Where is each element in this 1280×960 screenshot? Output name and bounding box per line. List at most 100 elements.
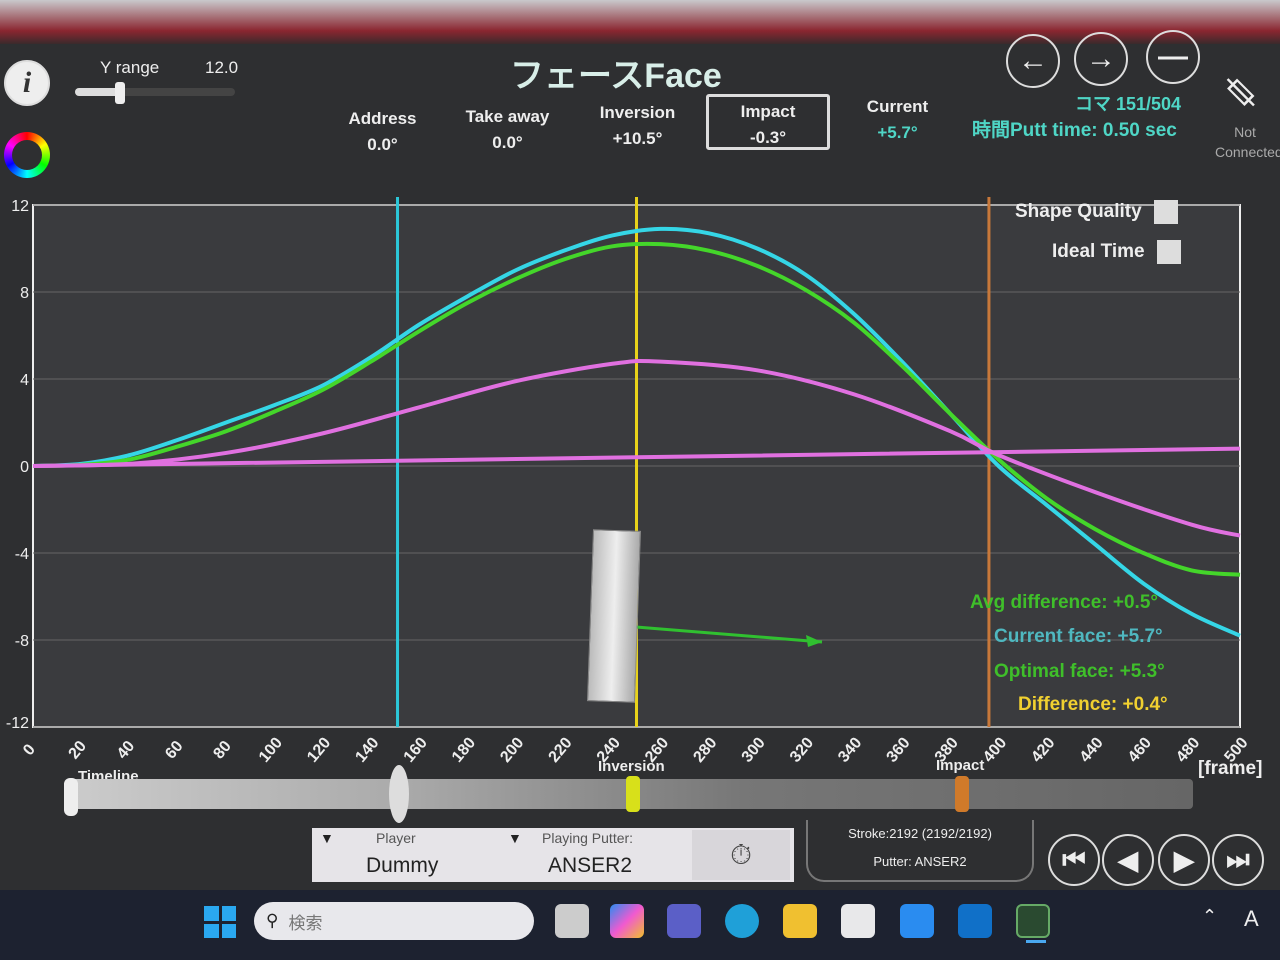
tray-chevron-icon[interactable]: ⌃ bbox=[1202, 906, 1218, 926]
task-view-icon[interactable] bbox=[555, 904, 589, 938]
stroke-count: Stroke:2192 (2192/2192) bbox=[848, 826, 992, 841]
prev-frame-button[interactable]: ◀ bbox=[1102, 834, 1154, 886]
avg-difference: Avg difference: +0.5° bbox=[970, 592, 1158, 613]
search-icon: ⚲ bbox=[266, 911, 279, 930]
x-tick-label: 60 bbox=[162, 738, 187, 763]
dropdown-arrow-icon: ▼ bbox=[508, 830, 522, 846]
app-icon[interactable] bbox=[1016, 904, 1050, 938]
stat-label: Address bbox=[348, 109, 417, 128]
y-tick-label: 4 bbox=[20, 372, 29, 389]
input-language[interactable]: A bbox=[1244, 906, 1259, 931]
edge-icon[interactable] bbox=[725, 904, 759, 938]
stat-value: +5.7° bbox=[877, 123, 918, 142]
putter-info: Putter: ANSER2 bbox=[873, 854, 967, 869]
teams-icon[interactable] bbox=[667, 904, 701, 938]
x-tick-label: 180 bbox=[449, 734, 479, 765]
difference: Difference: +0.4° bbox=[1018, 694, 1168, 715]
toggle-label: Shape Quality bbox=[1015, 201, 1142, 222]
y-range-value: 12.0 bbox=[205, 58, 239, 77]
x-tick-label: 20 bbox=[66, 738, 91, 763]
arrow-head bbox=[806, 635, 822, 647]
outlook-icon[interactable] bbox=[958, 904, 992, 938]
putter-dropdown[interactable]: ▼ Playing Putter: ANSER2 bbox=[508, 830, 688, 880]
x-tick-label: 420 bbox=[1028, 734, 1058, 765]
store-icon[interactable] bbox=[841, 904, 875, 938]
back-arrow-button[interactable]: ← bbox=[1006, 34, 1060, 88]
active-app-indicator bbox=[1026, 940, 1046, 943]
x-tick-label: 400 bbox=[980, 734, 1010, 765]
player-dropdown[interactable]: ▼ Player Dummy bbox=[320, 830, 520, 880]
putter-label: Playing Putter: bbox=[542, 830, 634, 846]
player-value: Dummy bbox=[366, 854, 439, 877]
series-line bbox=[32, 446, 1241, 468]
last-frame-button[interactable]: ⏭ bbox=[1212, 834, 1264, 886]
stat-impact-button[interactable]: Impact -0.3° bbox=[706, 94, 830, 150]
copilot-icon[interactable] bbox=[610, 904, 644, 938]
stat-value: +10.5° bbox=[612, 129, 663, 148]
series-line bbox=[32, 226, 1241, 638]
timeline-inversion-marker[interactable] bbox=[626, 776, 640, 812]
checkbox[interactable] bbox=[1156, 240, 1181, 264]
direction-arrow bbox=[635, 625, 823, 644]
stat-address: Address 0.0° bbox=[340, 106, 425, 158]
putt-time: 時間Putt time: 0.50 sec bbox=[972, 120, 1177, 141]
connection-status: Not Connected bbox=[1215, 124, 1280, 160]
x-axis-label: [frame] bbox=[1198, 758, 1263, 779]
color-wheel-icon[interactable] bbox=[4, 132, 50, 178]
y-range-label: Y range bbox=[100, 58, 160, 77]
shape-quality-toggle[interactable]: Shape Quality bbox=[1015, 200, 1178, 224]
x-tick-label: 460 bbox=[1125, 734, 1155, 765]
current-face: Current face: +5.7° bbox=[994, 626, 1163, 647]
ideal-time-toggle[interactable]: Ideal Time bbox=[1052, 240, 1181, 264]
stat-label: Inversion bbox=[599, 103, 676, 122]
y-tick-label: -4 bbox=[15, 546, 29, 563]
timeline-inversion-label: Inversion bbox=[598, 758, 665, 775]
series-line bbox=[32, 241, 1241, 577]
x-tick-label: 0 bbox=[20, 741, 39, 759]
timeline-current-handle[interactable] bbox=[389, 765, 409, 823]
x-tick-label: 320 bbox=[787, 734, 817, 765]
window-top-bar bbox=[0, 0, 1280, 44]
stat-value: 0.0° bbox=[492, 133, 523, 152]
plug-icon[interactable]: ⏛ bbox=[1209, 64, 1269, 124]
first-frame-button[interactable]: ⏮ bbox=[1048, 834, 1100, 886]
timeline-start-handle[interactable] bbox=[64, 778, 78, 816]
timeline-impact-label: Impact bbox=[936, 757, 985, 774]
y-tick-label: 0 bbox=[20, 459, 29, 476]
start-icon[interactable] bbox=[204, 906, 236, 938]
minimize-button[interactable]: — bbox=[1146, 30, 1200, 84]
stat-take-away: Take away 0.0° bbox=[455, 104, 560, 156]
player-putter-panel: ▼ Player Dummy ▼ Playing Putter: ANSER2 … bbox=[312, 828, 794, 882]
y-tick-label: 12 bbox=[11, 198, 29, 215]
page-title: フェースFace bbox=[510, 57, 722, 95]
x-tick-label: 440 bbox=[1077, 734, 1107, 765]
x-tick-label: 200 bbox=[497, 734, 527, 765]
x-tick-label: 280 bbox=[690, 734, 720, 765]
y-range-slider[interactable] bbox=[75, 82, 235, 104]
timeline-impact-marker[interactable] bbox=[955, 776, 969, 812]
toggle-label: Ideal Time bbox=[1052, 241, 1145, 262]
checkbox[interactable] bbox=[1153, 200, 1178, 224]
forward-arrow-button[interactable]: → bbox=[1074, 32, 1128, 86]
frame-counter: コマ 151/504 bbox=[1075, 94, 1182, 114]
stat-label: Current bbox=[866, 97, 929, 116]
remote-icon[interactable] bbox=[900, 904, 934, 938]
stat-label: Impact bbox=[740, 102, 796, 121]
x-tick-label: 220 bbox=[546, 734, 576, 765]
x-tick-label: 340 bbox=[835, 734, 865, 765]
dropdown-arrow-icon: ▼ bbox=[320, 830, 334, 846]
stroke-info-panel: Stroke:2192 (2192/2192) Putter: ANSER2 bbox=[806, 820, 1034, 882]
stopwatch-button[interactable]: ⏱ bbox=[692, 830, 790, 880]
stat-inversion: Inversion +10.5° bbox=[590, 100, 685, 152]
x-tick-label: 100 bbox=[256, 734, 286, 765]
next-frame-button[interactable]: ▶ bbox=[1158, 834, 1210, 886]
taskbar-search[interactable]: ⚲ 検索 bbox=[254, 902, 534, 940]
info-button[interactable]: i bbox=[4, 60, 50, 106]
file-explorer-icon[interactable] bbox=[783, 904, 817, 938]
x-tick-label: 40 bbox=[114, 738, 139, 763]
putter-value: ANSER2 bbox=[548, 854, 633, 877]
y-tick-label: -12 bbox=[6, 715, 29, 732]
stat-current: Current +5.7° bbox=[855, 94, 940, 146]
x-tick-label: 140 bbox=[352, 734, 382, 765]
